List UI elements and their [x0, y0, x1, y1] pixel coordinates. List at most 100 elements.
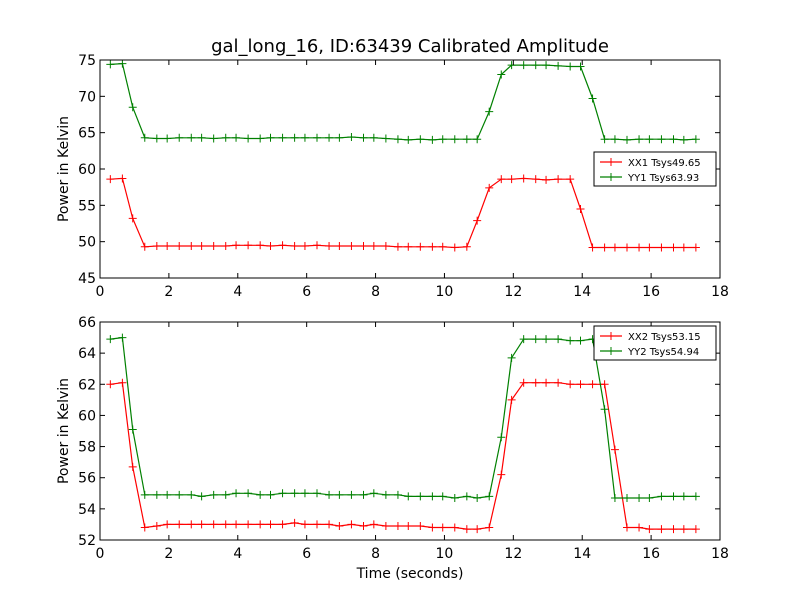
- data-point: [623, 243, 631, 252]
- data-point: [657, 135, 666, 144]
- data-point: [140, 490, 149, 499]
- data-point: [507, 395, 516, 404]
- x-tick-label: 8: [371, 284, 380, 300]
- data-point: [416, 135, 425, 144]
- data-point: [209, 520, 218, 529]
- data-point: [369, 242, 378, 251]
- data-point: [669, 135, 678, 144]
- data-point: [381, 242, 390, 251]
- data-point: [428, 492, 437, 501]
- data-point: [266, 242, 275, 251]
- data-point: [187, 242, 196, 251]
- legend-swatch-marker: [607, 347, 615, 355]
- data-point: [106, 60, 115, 69]
- plot-panel-1: 0 2 4 6 8 10 12 14 16 18 45 50 55 60 65 70 75 Power in Ke…: [56, 53, 729, 300]
- data-point: [576, 336, 585, 345]
- data-point: [473, 135, 482, 144]
- data-point: [542, 175, 551, 184]
- data-point: [635, 493, 644, 502]
- x-tick-label: 14: [573, 284, 591, 300]
- x-tick-label: 4: [233, 546, 242, 562]
- legend-box: [593, 151, 717, 187]
- y-tick-label: 56: [78, 471, 96, 487]
- data-point: [438, 242, 447, 251]
- x-tick-label: 18: [711, 546, 729, 562]
- data-point: [497, 470, 506, 479]
- data-point: [347, 520, 356, 529]
- data-point: [473, 525, 482, 534]
- data-point: [610, 243, 619, 252]
- data-point: [462, 242, 471, 251]
- data-point: [300, 242, 309, 251]
- series-2-group: [106, 60, 700, 144]
- data-point: [118, 60, 127, 68]
- data-point: [588, 380, 597, 389]
- data-point: [152, 134, 161, 143]
- data-point: [221, 520, 230, 529]
- data-point: [347, 133, 356, 142]
- data-point: [473, 493, 482, 502]
- data-point: [623, 493, 631, 502]
- x-tick-label: 12: [504, 546, 522, 562]
- data-point: [657, 243, 666, 252]
- data-point: [679, 243, 688, 252]
- data-point: [576, 380, 585, 389]
- y-tick-label: 62: [78, 377, 96, 393]
- data-point: [404, 492, 413, 501]
- data-point: [416, 492, 425, 501]
- y-tick-label: 60: [78, 162, 96, 178]
- data-point: [128, 214, 137, 223]
- x-tick-label: 2: [164, 546, 173, 562]
- data-point: [450, 243, 459, 252]
- data-point: [118, 174, 127, 183]
- data-point: [335, 242, 344, 251]
- x-tick-label: 6: [302, 546, 311, 562]
- x-tick-label: 0: [96, 546, 105, 562]
- data-point: [140, 523, 149, 532]
- data-point: [175, 242, 184, 251]
- data-point: [438, 492, 447, 501]
- data-point: [507, 61, 516, 70]
- data-point: [554, 61, 563, 70]
- data-point: [175, 133, 184, 142]
- y-tick-label: 60: [78, 408, 96, 424]
- data-point: [163, 134, 172, 143]
- data-point: [106, 175, 115, 184]
- legend-swatch-marker: [607, 173, 615, 181]
- data-point: [175, 520, 184, 529]
- data-point: [531, 378, 540, 387]
- data-point: [152, 490, 161, 499]
- data-point: [313, 241, 321, 250]
- data-point: [428, 523, 437, 532]
- data-point: [335, 521, 344, 530]
- data-point: [290, 489, 299, 498]
- y-tick-label: 66: [78, 315, 96, 331]
- y-tick-label: 52: [78, 533, 96, 549]
- data-point: [450, 523, 459, 532]
- data-point: [610, 135, 619, 144]
- data-point: [600, 135, 609, 144]
- data-point: [359, 521, 368, 530]
- data-point: [325, 133, 334, 142]
- data-point: [209, 490, 218, 499]
- x-tick-label: 16: [642, 284, 660, 300]
- data-point: [566, 336, 575, 345]
- data-point: [300, 520, 309, 529]
- data-point: [335, 133, 344, 142]
- legend-entry-label: XX2 Tsys53.15: [628, 332, 701, 343]
- data-point: [623, 135, 631, 144]
- data-point: [140, 242, 149, 251]
- data-point: [416, 521, 425, 530]
- y-tick-label: 75: [78, 53, 96, 69]
- data-point: [542, 335, 551, 344]
- data-point: [266, 520, 275, 529]
- data-point: [679, 135, 688, 144]
- data-point: [554, 378, 563, 387]
- data-point: [163, 242, 172, 251]
- data-point: [519, 378, 528, 387]
- data-point: [497, 175, 506, 184]
- data-point: [359, 242, 368, 251]
- data-point: [325, 490, 334, 499]
- data-point: [576, 204, 585, 213]
- data-point: [313, 489, 321, 498]
